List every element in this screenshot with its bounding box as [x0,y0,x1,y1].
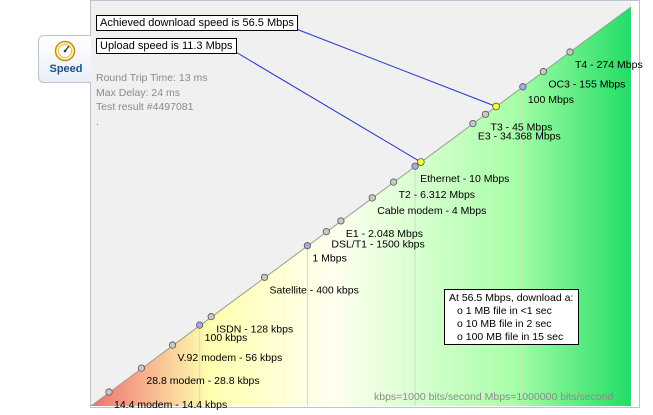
mark-label-5: Satellite - 400 kbps [270,284,359,296]
download-time-box: At 56.5 Mbps, download a: o 1 MB file in… [444,289,579,345]
speedometer-icon [54,40,76,62]
mark-label-3: 100 kbps [205,332,248,344]
download-callout-line [290,26,497,107]
marker-4 [207,313,215,321]
marker-6 [303,242,311,250]
test-result: Test result #4497081 [96,101,194,113]
download-speed-callout: Achieved download speed is 56.5 Mbps [96,15,298,31]
marker-5 [260,273,269,281]
marker-12 [469,120,477,128]
mark-label-2: V.92 modem - 56 kbps [178,352,283,364]
mark-label-12: E3 - 34.368 Mbps [478,131,561,143]
marker-0 [105,388,113,396]
mark-label-6: 1 Mbps [312,253,346,265]
marker-13 [481,110,490,118]
download-box-title: At 56.5 Mbps, download a: [449,292,574,304]
marker-9 [368,194,376,202]
marker-15 [539,68,547,76]
marker-1 [137,364,146,372]
upload-callout-line [228,47,422,163]
upload-speed-callout: Upload speed is 11.3 Mbps [96,38,237,54]
mark-label-1: 28.8 modem - 28.8 kbps [146,375,259,387]
marker-10 [389,178,398,186]
round-trip-time: Round Trip Time: 13 ms [96,72,208,84]
info-dot: . [96,116,99,128]
mark-label-14: 100 Mbps [528,94,574,106]
mark-label-16: T4 - 274 Mbps [575,59,643,71]
marker-14 [519,83,527,91]
max-delay: Max Delay: 24 ms [96,87,181,99]
mark-label-0: 14.4 modem - 14.4 kbps [114,399,227,411]
mark-label-15: OC3 - 155 Mbps [548,79,625,91]
marker-8 [337,217,345,225]
mark-label-11: Ethernet - 10 Mbps [420,173,509,185]
mark-label-9: Cable modem - 4 Mbps [377,205,486,217]
download-row-10mb: o 10 MB file in 2 sec [457,318,552,330]
chart-marks: 14.4 modem - 14.4 kbps 28.8 modem - 28.8 … [105,48,643,411]
upload-speed-marker [417,158,425,166]
mark-label-8: E1 - 2.048 Mbps [346,228,423,240]
marker-7 [322,228,330,236]
mark-label-13: T3 - 45 Mbps [490,121,552,133]
mark-label-10: T2 - 6.312 Mbps [399,189,475,201]
download-row-100mb: o 100 MB file in 15 sec [457,331,564,343]
download-row-1mb: o 1 MB file in <1 sec [457,305,552,317]
tab-speed-label: Speed [49,63,83,75]
chart-gridlines [199,86,524,406]
mark-label-4: ISDN - 128 kbps [216,324,293,336]
chart-upper-area [91,1,631,406]
callout-lines [228,26,497,163]
marker-16 [566,48,574,56]
download-speed-marker [492,102,500,111]
marker-2 [168,341,177,349]
tab-speed[interactable]: Speed [38,35,92,83]
marker-3 [196,321,204,329]
units-footnote: kbps=1000 bits/second Mbps=1000000 bits/… [374,391,614,403]
mark-label-7: DSL/T1 - 1500 kbps [331,239,424,251]
marker-11 [411,162,419,170]
